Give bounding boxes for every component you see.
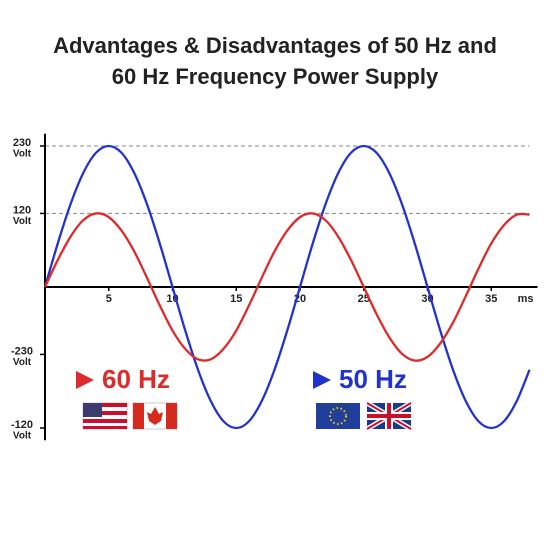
y-unit: Volt bbox=[13, 431, 32, 442]
x-tick-label: 5 bbox=[106, 293, 112, 305]
y-tick-label: -120 bbox=[11, 419, 33, 431]
legend-label: 50 Hz bbox=[339, 364, 407, 394]
y-tick-label: 120 bbox=[13, 204, 31, 216]
x-tick-label: 15 bbox=[230, 293, 242, 305]
series-line bbox=[43, 212, 530, 362]
flag-canada bbox=[132, 402, 178, 430]
x-tick-label: 35 bbox=[485, 293, 497, 305]
flag-eu bbox=[316, 403, 360, 429]
y-unit: Volt bbox=[13, 149, 32, 160]
series-line bbox=[43, 144, 531, 430]
y-unit: Volt bbox=[13, 357, 32, 368]
x-unit: ms bbox=[518, 293, 534, 305]
flag-uk bbox=[365, 400, 413, 432]
chart-title: 60 Hz Frequency Power Supply bbox=[112, 64, 439, 89]
legend-arrow bbox=[76, 371, 94, 389]
flag-us bbox=[82, 402, 128, 430]
legend-label: 60 Hz bbox=[102, 364, 170, 394]
y-unit: Volt bbox=[13, 216, 32, 227]
y-tick-label: -230 bbox=[11, 345, 33, 357]
legend-arrow bbox=[313, 371, 331, 389]
y-tick-label: 230 bbox=[13, 137, 31, 149]
chart-title: Advantages & Disadvantages of 50 Hz and bbox=[53, 33, 497, 58]
